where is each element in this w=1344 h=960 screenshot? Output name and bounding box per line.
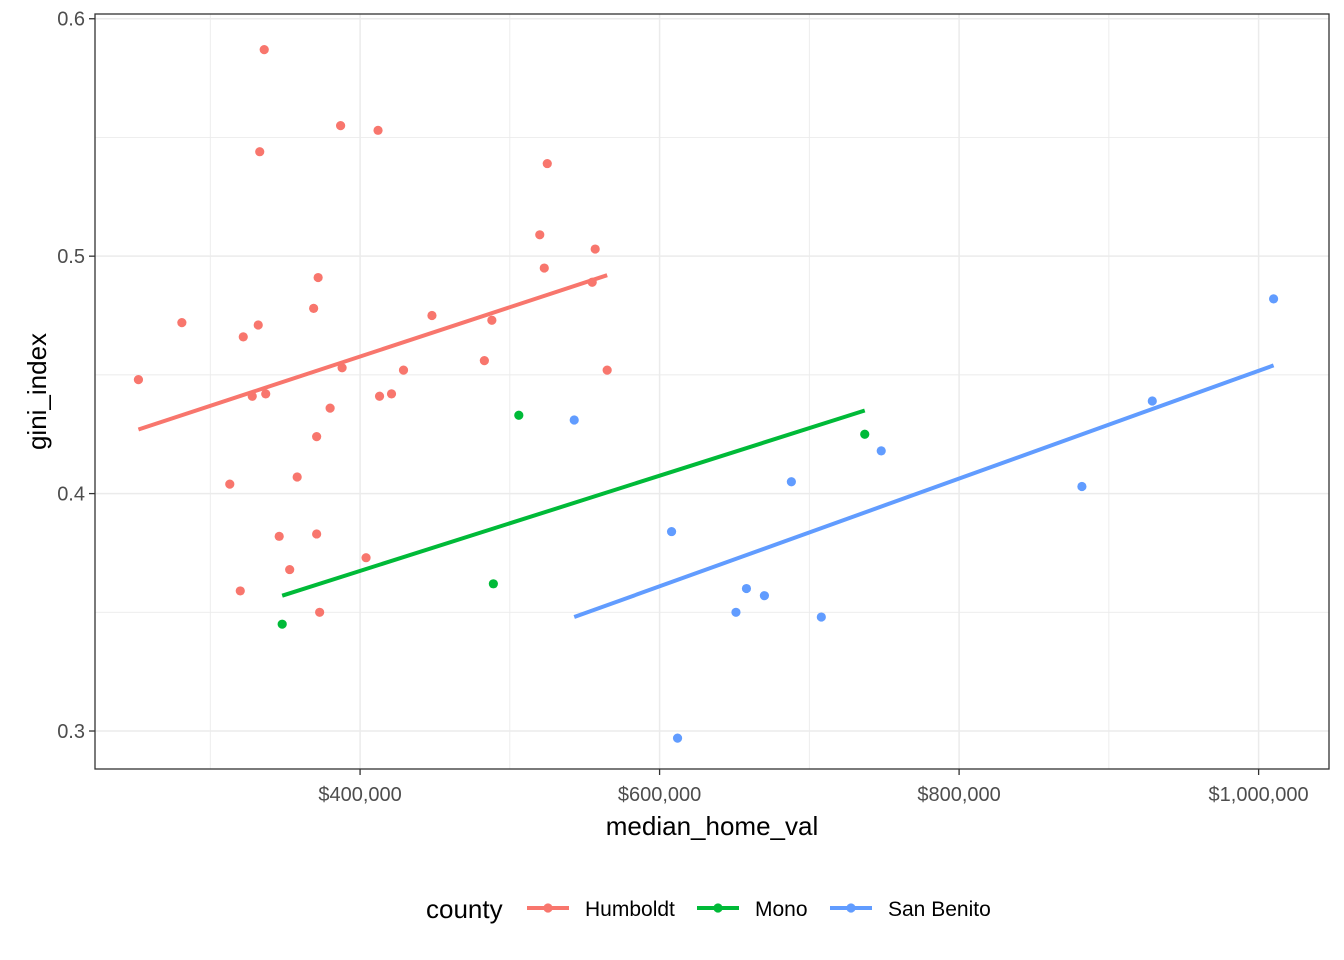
fit-line-san-benito (573, 363, 1275, 619)
point-humboldt (337, 363, 347, 373)
point-humboldt (133, 375, 144, 385)
legend-key-point-humboldt (543, 903, 553, 913)
x-axis: $400,000 $600,000 $800,000 $1,000,000 (318, 769, 1309, 806)
point-humboldt (587, 277, 597, 287)
y-tick-label: 0.5 (57, 246, 85, 268)
point-humboldt (336, 120, 346, 131)
point-humboldt (602, 365, 612, 375)
point-humboldt (427, 310, 437, 321)
y-tick-label: 0.6 (57, 9, 85, 31)
point-humboldt (487, 315, 497, 325)
point-humboldt (479, 356, 489, 366)
point-san-benito (1268, 294, 1279, 304)
x-axis-title: median_home_val (606, 811, 818, 841)
point-humboldt (361, 553, 371, 563)
point-san-benito (816, 612, 826, 622)
regression-lines (137, 273, 1275, 619)
point-humboldt (309, 303, 319, 314)
point-humboldt (292, 472, 302, 482)
point-humboldt (253, 320, 263, 330)
y-tick-label: 0.4 (57, 484, 85, 506)
point-humboldt (177, 318, 187, 328)
legend-label-mono: Mono (755, 898, 808, 921)
point-mono (860, 429, 870, 439)
legend-key-point-mono (713, 903, 723, 913)
point-humboldt (386, 389, 397, 399)
point-humboldt (313, 272, 323, 283)
point-humboldt (238, 332, 248, 342)
point-san-benito (1147, 396, 1157, 406)
point-san-benito (569, 415, 579, 425)
point-humboldt (225, 479, 235, 489)
x-tick-label: $400,000 (318, 784, 401, 806)
panel-border (94, 13, 1330, 770)
fit-line-mono (281, 408, 866, 598)
point-humboldt (274, 531, 284, 541)
point-humboldt (539, 263, 549, 273)
y-axis-title: gini_index (22, 333, 52, 450)
point-humboldt (325, 403, 335, 413)
grid-minor (95, 14, 1329, 769)
point-humboldt (398, 365, 409, 375)
point-mono (277, 619, 287, 629)
point-humboldt (373, 125, 383, 135)
grid-major (95, 14, 1329, 769)
point-humboldt (235, 586, 245, 596)
y-tick-label: 0.3 (57, 721, 85, 743)
point-humboldt (255, 147, 265, 157)
point-mono (514, 410, 524, 420)
y-axis: 0.3 0.4 0.5 0.6 (57, 9, 95, 743)
point-humboldt (315, 607, 325, 617)
x-tick-label: $1,000,000 (1209, 784, 1309, 806)
point-humboldt (312, 432, 322, 442)
x-tick-label: $600,000 (618, 784, 701, 806)
point-san-benito (741, 583, 752, 594)
point-san-benito (666, 526, 677, 537)
point-humboldt (542, 158, 552, 169)
legend: county Humboldt Mono San Benito (426, 894, 991, 924)
legend-label-humboldt: Humboldt (585, 898, 675, 921)
point-humboldt (374, 391, 385, 401)
point-humboldt (285, 564, 295, 575)
point-san-benito (672, 733, 683, 743)
legend-label-san-benito: San Benito (888, 898, 991, 921)
point-san-benito (759, 591, 770, 601)
point-humboldt (535, 230, 545, 240)
legend-title: county (426, 894, 503, 924)
point-humboldt (261, 389, 271, 399)
point-san-benito (876, 446, 886, 456)
x-tick-label: $800,000 (917, 784, 1000, 806)
point-mono (488, 579, 498, 589)
point-humboldt (590, 244, 600, 254)
data-points (133, 45, 1279, 743)
point-humboldt (259, 45, 269, 55)
point-san-benito (731, 607, 741, 617)
point-san-benito (786, 477, 796, 487)
fit-line-humboldt (137, 273, 608, 432)
point-humboldt (247, 391, 257, 401)
point-san-benito (1077, 481, 1087, 492)
point-humboldt (312, 529, 322, 539)
legend-key-point-san-benito (846, 903, 856, 913)
